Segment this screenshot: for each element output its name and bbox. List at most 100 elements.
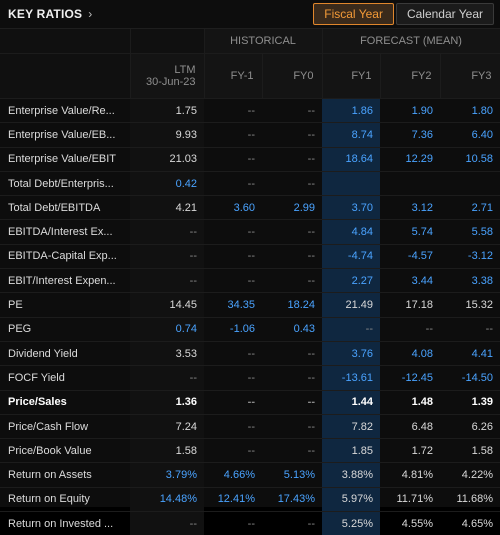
value-cell: 3.76	[322, 340, 380, 366]
forecast-group-header: FORECAST (MEAN)	[322, 29, 500, 54]
table-row: EBITDA-Capital Exp... -- -- -- -4.74 -4.57 -3.…	[0, 243, 500, 269]
key-ratios-title-link[interactable]: KEY RATIOS ›	[8, 7, 92, 21]
value-cell: 18.24	[262, 292, 322, 318]
ltm-group-cell	[130, 29, 205, 54]
value-cell: 1.39	[440, 389, 500, 415]
value-cell: 7.36	[380, 122, 440, 148]
row-label[interactable]: Total Debt/Enterpris...	[0, 170, 130, 196]
value-cell: --	[440, 316, 500, 342]
row-label[interactable]: Total Debt/EBITDA	[0, 195, 130, 220]
value-cell: --	[322, 316, 380, 342]
row-label[interactable]: Enterprise Value/EB...	[0, 122, 130, 148]
value-cell: 3.79%	[130, 462, 204, 488]
fiscal-year-button[interactable]: Fiscal Year	[313, 3, 394, 25]
row-label[interactable]: EBIT/Interest Expen...	[0, 268, 130, 293]
table-row: Price/Book Value 1.58 -- -- 1.85 1.72 1.58	[0, 438, 500, 463]
value-cell: 8.74	[322, 122, 380, 148]
value-cell: -13.61	[322, 365, 380, 391]
value-cell	[440, 170, 500, 196]
value-cell: --	[130, 219, 204, 245]
value-cell: --	[204, 413, 262, 439]
row-label[interactable]: EBITDA/Interest Ex...	[0, 219, 130, 245]
table-row: Total Debt/Enterpris... 0.42 -- --	[0, 170, 500, 196]
row-label[interactable]: Return on Equity	[0, 486, 130, 512]
ltm-date: 30-Jun-23	[145, 76, 196, 88]
value-cell: --	[204, 122, 262, 148]
row-label[interactable]: EBITDA-Capital Exp...	[0, 243, 130, 269]
table-row: Return on Assets 3.79% 4.66% 5.13% 3.88% 4.81…	[0, 462, 500, 488]
value-cell: 6.40	[440, 122, 500, 148]
value-cell: --	[262, 413, 322, 439]
value-cell: --	[204, 243, 262, 269]
value-cell: 4.81%	[380, 462, 440, 488]
fy3-header: FY3	[440, 53, 500, 99]
value-cell: --	[130, 365, 204, 391]
value-cell: 17.18	[380, 292, 440, 318]
value-cell: 4.08	[380, 340, 440, 366]
ltm-label: LTM	[174, 64, 196, 76]
table-row: Total Debt/EBITDA 4.21 3.60 2.99 3.70 3.12 2.7…	[0, 195, 500, 220]
fy0-header: FY0	[262, 53, 323, 99]
value-cell: --	[130, 243, 204, 269]
row-label[interactable]: Return on Assets	[0, 462, 130, 488]
table-row: Price/Sales 1.36 -- -- 1.44 1.48 1.39	[0, 389, 500, 415]
value-cell: 5.58	[440, 219, 500, 245]
label-column-header	[0, 53, 131, 99]
table-row: Enterprise Value/EBIT 21.03 -- -- 18.64 12.29…	[0, 146, 500, 172]
value-cell: --	[262, 97, 322, 123]
table-row: EBIT/Interest Expen... -- -- -- 2.27 3.44 3.38	[0, 268, 500, 293]
value-cell: 9.93	[130, 122, 204, 148]
panel-header: KEY RATIOS › Fiscal Year Calendar Year	[0, 0, 500, 29]
row-label[interactable]: FOCF Yield	[0, 365, 130, 391]
value-cell: 3.88%	[322, 462, 380, 488]
value-cell: --	[204, 219, 262, 245]
value-cell: 2.99	[262, 195, 322, 220]
value-cell: --	[204, 170, 262, 196]
table-row: Dividend Yield 3.53 -- -- 3.76 4.08 4.41	[0, 340, 500, 366]
value-cell: 1.85	[322, 438, 380, 463]
row-label[interactable]: PEG	[0, 316, 130, 342]
value-cell: 3.44	[380, 268, 440, 293]
value-cell: 6.26	[440, 413, 500, 439]
value-cell: 1.75	[130, 97, 204, 123]
value-cell: 1.86	[322, 97, 380, 123]
period-toggle: Fiscal Year Calendar Year	[313, 3, 494, 25]
ltm-column-header: LTM 30-Jun-23	[130, 53, 205, 99]
value-cell: --	[262, 268, 322, 293]
value-cell: 4.41	[440, 340, 500, 366]
row-label[interactable]: Enterprise Value/Re...	[0, 97, 130, 123]
chevron-right-icon: ›	[88, 7, 93, 21]
value-cell: --	[380, 316, 440, 342]
value-cell: --	[262, 243, 322, 269]
value-cell: 4.66%	[204, 462, 262, 488]
row-label[interactable]: Enterprise Value/EBIT	[0, 146, 130, 172]
row-label[interactable]: Dividend Yield	[0, 340, 130, 366]
value-cell: 2.27	[322, 268, 380, 293]
row-label[interactable]: Price/Book Value	[0, 438, 130, 463]
value-cell: 34.35	[204, 292, 262, 318]
value-cell: --	[262, 170, 322, 196]
value-cell: 0.42	[130, 170, 204, 196]
row-label[interactable]: Price/Sales	[0, 389, 130, 415]
value-cell: 4.65%	[440, 511, 500, 535]
value-cell: 3.70	[322, 195, 380, 220]
value-cell: --	[204, 268, 262, 293]
value-cell: --	[262, 438, 322, 463]
value-cell: --	[204, 146, 262, 172]
value-cell: 17.43%	[262, 486, 322, 512]
table-row: PEG 0.74 -1.06 0.43 -- -- --	[0, 316, 500, 342]
fy1-header: FY1	[322, 53, 381, 99]
value-cell: 3.53	[130, 340, 204, 366]
value-cell: 11.71%	[380, 486, 440, 512]
row-label[interactable]: PE	[0, 292, 130, 318]
value-cell: 4.55%	[380, 511, 440, 535]
table-row: PE 14.45 34.35 18.24 21.49 17.18 15.32	[0, 292, 500, 318]
value-cell: 7.82	[322, 413, 380, 439]
calendar-year-button[interactable]: Calendar Year	[395, 3, 494, 25]
value-cell: 1.58	[130, 438, 204, 463]
value-cell: 4.22%	[440, 462, 500, 488]
row-label[interactable]: Price/Cash Flow	[0, 413, 130, 439]
value-cell: --	[204, 365, 262, 391]
row-label[interactable]: Return on Invested ...	[0, 511, 130, 535]
